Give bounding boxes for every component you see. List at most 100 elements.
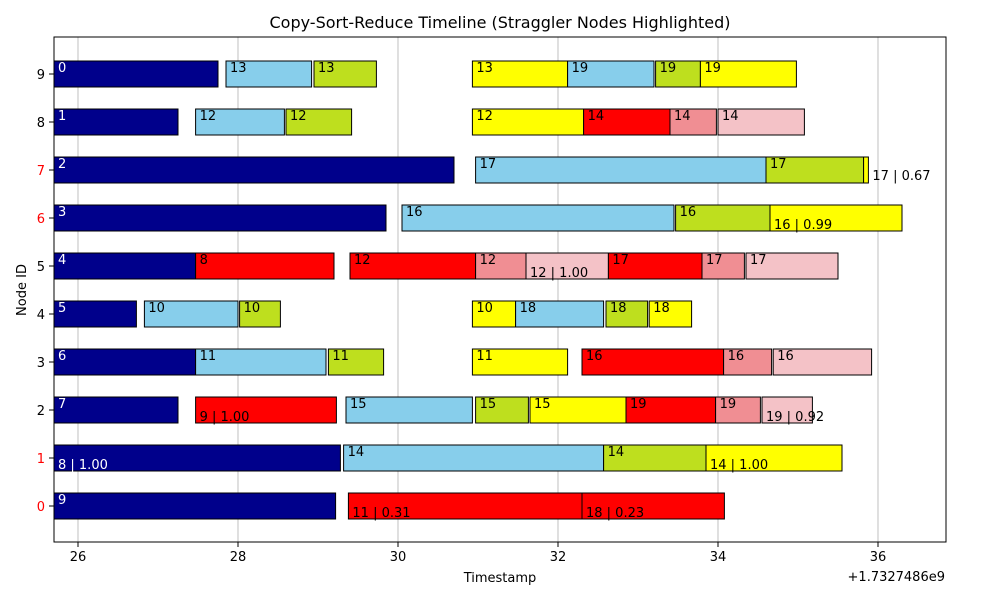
bars: 0 13 13 13 19 19 19 1 12 12 12 14 14 14 2 17 17 17 | 0.67… [53,60,931,521]
bar-straggler [347,492,583,520]
bar-copy [195,348,327,376]
bar-copy [225,60,313,88]
bar-straggler_sort [715,396,761,424]
bar-label: 12 [476,109,493,124]
bar-copy [345,396,473,424]
bar-reduce [648,300,693,328]
bar-label: 19 | 0.92 [766,410,824,425]
bar-sort [605,300,649,328]
bar-label: 17 [750,253,767,268]
y-tick-label: 2 [37,404,45,419]
bar-reduce [471,348,569,376]
bar-label: 17 [770,157,787,172]
bar-label: 19 [572,61,589,76]
y-tick-label: 8 [37,116,45,131]
bar-label: 19 [704,61,721,76]
bar-straggler [195,396,337,424]
chart-title: Copy-Sort-Reduce Timeline (Straggler Nod… [269,13,730,32]
bar-label: 14 [348,445,365,460]
bar-label: 14 | 1.00 [710,458,768,473]
bar-straggler [581,348,725,376]
bar-label: 11 | 0.31 [352,506,410,521]
bar-label: 7 [58,397,66,412]
y-tick-label: 0 [37,500,45,515]
bar-copy [401,204,675,232]
y-tick-label: 6 [37,212,45,227]
x-axis-label: Timestamp [463,571,537,586]
bar-label: 17 | 0.67 [872,169,930,184]
bar-label: 13 [230,61,247,76]
x-tick-label: 34 [710,550,727,565]
bar-label: 8 [200,253,208,268]
bar-straggler_reduce [525,252,609,280]
bar-straggler_sort [723,348,773,376]
bar-label: 8 | 1.00 [58,458,108,473]
bar-label: 12 [480,253,497,268]
bar-label: 2 [58,157,66,172]
bar-label: 12 | 1.00 [530,266,588,281]
bar-label: 0 [58,61,66,76]
x-tick-label: 28 [230,550,247,565]
bar-reduce [529,396,627,424]
bar-sort [327,348,385,376]
bar-init [53,204,387,232]
bar-straggler_sort [475,252,527,280]
bar-label: 13 [476,61,493,76]
bar-label: 10 [148,301,165,316]
bar-copy [195,108,285,136]
x-offset-label: +1.7327486e9 [848,570,945,585]
y-tick-label: 1 [37,452,45,467]
bar-init [53,492,337,520]
bar-label: 11 [332,349,349,364]
bar-init [53,60,219,88]
bar-straggler_reduce [745,252,839,280]
bar-sort [655,60,701,88]
bar-init [53,348,197,376]
bar-label: 19 [720,397,737,412]
bar-label: 5 [58,301,66,316]
bar-label: 17 [706,253,723,268]
bar-straggler_sort [669,108,717,136]
bar-label: 16 [728,349,745,364]
bar-label: 19 [660,61,677,76]
bar-label: 18 | 0.23 [586,506,644,521]
bar-label: 10 [476,301,493,316]
bar-straggler [581,492,725,520]
bar-init [53,252,197,280]
bar-label: 13 [318,61,335,76]
bar-label: 3 [58,205,66,220]
bar-copy [143,300,239,328]
bar-label: 15 [480,397,497,412]
bar-sort [675,204,771,232]
bar-label: 9 [58,493,66,508]
bar-reduce [769,204,903,232]
bar-sort [239,300,281,328]
y-axis-label: Node ID [15,264,30,316]
bar-label: 1 [58,109,66,124]
bar-straggler_sort [701,252,745,280]
bar-init [53,300,137,328]
bar-sort [313,60,377,88]
bar-label: 11 [476,349,493,364]
bar-reduce [471,60,569,88]
bar-label: 17 [612,253,629,268]
y-tick-label: 7 [37,164,45,179]
bar-straggler_reduce [717,108,805,136]
bar-label: 9 | 1.00 [200,410,250,425]
bar-label: 10 [244,301,261,316]
y-tick-label: 9 [37,68,45,83]
x-tick-label: 36 [870,550,887,565]
bar-label: 14 [588,109,605,124]
bar-init [53,444,341,472]
bar-straggler_reduce [761,396,813,424]
bar-copy [515,300,605,328]
bar-label: 12 [354,253,371,268]
bar-label: 16 [586,349,603,364]
bar-label: 18 [520,301,537,316]
bar-label: 12 [200,109,217,124]
bar-label: 17 [480,157,497,172]
bar-label: 11 [200,349,217,364]
bar-copy [343,444,605,472]
